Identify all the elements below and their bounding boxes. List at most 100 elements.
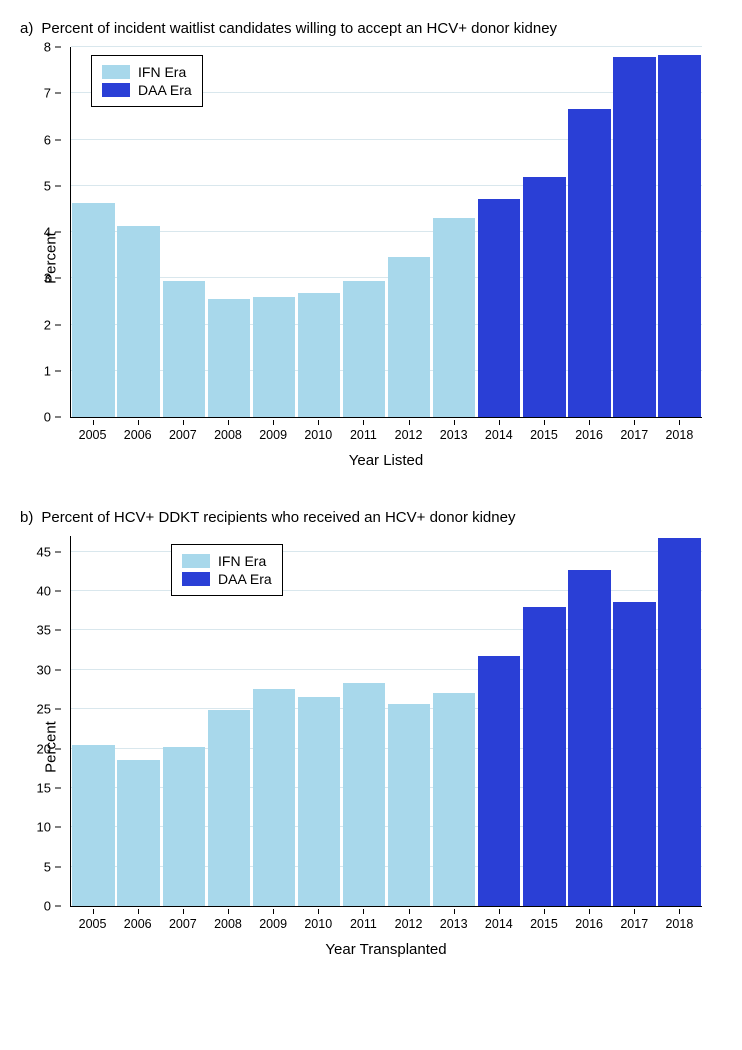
y-tick-label: 35 bbox=[37, 623, 51, 638]
bar bbox=[298, 697, 340, 906]
y-tick-label: 15 bbox=[37, 780, 51, 795]
y-tick-label: 0 bbox=[44, 410, 51, 425]
plot-area: 012345678IFN EraDAA Era bbox=[70, 47, 702, 418]
panel-title: b)Percent of HCV+ DDKT recipients who re… bbox=[20, 509, 722, 526]
bar-slot bbox=[387, 536, 432, 906]
x-tick: 2015 bbox=[521, 420, 566, 442]
x-tick: 2010 bbox=[296, 909, 341, 931]
x-tick: 2012 bbox=[386, 420, 431, 442]
chart-wrap: Percent012345678IFN EraDAA Era2005200620… bbox=[70, 47, 702, 469]
x-tick: 2017 bbox=[612, 420, 657, 442]
bar-slot bbox=[477, 47, 522, 417]
tick-mark bbox=[55, 630, 61, 631]
x-axis-label: Year Listed bbox=[70, 452, 702, 469]
panel-letter: b) bbox=[20, 509, 33, 526]
tick-mark bbox=[55, 185, 61, 186]
y-tick: 45 bbox=[37, 544, 61, 559]
tick-mark bbox=[55, 591, 61, 592]
bar bbox=[208, 710, 250, 906]
y-tick-label: 30 bbox=[37, 662, 51, 677]
y-tick: 1 bbox=[44, 363, 61, 378]
tick-mark bbox=[55, 709, 61, 710]
bar bbox=[478, 199, 520, 417]
bar bbox=[658, 538, 700, 906]
x-tick: 2005 bbox=[70, 420, 115, 442]
tick-mark bbox=[55, 139, 61, 140]
x-axis: 2005200620072008200920102011201220132014… bbox=[70, 420, 702, 442]
bar bbox=[613, 57, 655, 417]
y-tick-label: 40 bbox=[37, 584, 51, 599]
bar-slot bbox=[567, 47, 612, 417]
x-tick: 2012 bbox=[386, 909, 431, 931]
bar bbox=[568, 109, 610, 417]
bar bbox=[163, 281, 205, 417]
bar bbox=[523, 607, 565, 906]
bar bbox=[253, 689, 295, 906]
bar bbox=[163, 747, 205, 906]
bar-slot bbox=[612, 536, 657, 906]
legend-swatch bbox=[102, 83, 130, 97]
bar bbox=[117, 226, 159, 417]
x-tick: 2013 bbox=[431, 909, 476, 931]
y-tick-label: 2 bbox=[44, 317, 51, 332]
bar bbox=[433, 218, 475, 417]
y-tick: 0 bbox=[44, 899, 61, 914]
tick-mark bbox=[55, 827, 61, 828]
plot-area: 051015202530354045IFN EraDAA Era bbox=[70, 536, 702, 907]
legend-item: DAA Era bbox=[182, 571, 272, 587]
bar-slot bbox=[296, 47, 341, 417]
bar bbox=[253, 297, 295, 417]
tick-mark bbox=[55, 866, 61, 867]
tick-mark bbox=[55, 417, 61, 418]
x-tick: 2013 bbox=[431, 420, 476, 442]
legend-label: DAA Era bbox=[218, 571, 272, 587]
x-tick: 2007 bbox=[160, 909, 205, 931]
x-tick: 2016 bbox=[567, 909, 612, 931]
bar-slot bbox=[522, 47, 567, 417]
bar-slot bbox=[432, 536, 477, 906]
panel-title: a)Percent of incident waitlist candidate… bbox=[20, 20, 722, 37]
tick-mark bbox=[55, 669, 61, 670]
y-tick: 40 bbox=[37, 584, 61, 599]
bar bbox=[388, 704, 430, 906]
y-tick: 20 bbox=[37, 741, 61, 756]
x-tick: 2006 bbox=[115, 420, 160, 442]
bar-slot bbox=[71, 536, 116, 906]
x-tick: 2018 bbox=[657, 420, 702, 442]
y-tick: 25 bbox=[37, 702, 61, 717]
legend: IFN EraDAA Era bbox=[171, 544, 283, 596]
bar bbox=[613, 602, 655, 906]
bar-slot bbox=[341, 536, 386, 906]
legend-swatch bbox=[102, 65, 130, 79]
bar-slot bbox=[522, 536, 567, 906]
bar-slot bbox=[251, 47, 296, 417]
x-tick: 2007 bbox=[160, 420, 205, 442]
y-tick-label: 45 bbox=[37, 544, 51, 559]
bar-slot bbox=[116, 536, 161, 906]
legend-label: DAA Era bbox=[138, 82, 192, 98]
figure-root: a)Percent of incident waitlist candidate… bbox=[20, 20, 722, 958]
y-tick: 5 bbox=[44, 859, 61, 874]
x-tick: 2006 bbox=[115, 909, 160, 931]
bar-slot bbox=[612, 47, 657, 417]
y-tick: 7 bbox=[44, 86, 61, 101]
legend-swatch bbox=[182, 554, 210, 568]
bar-slot bbox=[657, 47, 702, 417]
bar bbox=[433, 693, 475, 906]
tick-mark bbox=[55, 787, 61, 788]
bar-slot bbox=[296, 536, 341, 906]
tick-mark bbox=[55, 906, 61, 907]
bar bbox=[72, 745, 114, 906]
bars-row bbox=[71, 536, 702, 906]
y-tick: 5 bbox=[44, 178, 61, 193]
bar bbox=[343, 683, 385, 906]
chart-panel: a)Percent of incident waitlist candidate… bbox=[20, 20, 722, 469]
y-tick-label: 7 bbox=[44, 86, 51, 101]
bar-slot bbox=[432, 47, 477, 417]
bar-slot bbox=[341, 47, 386, 417]
x-tick: 2017 bbox=[612, 909, 657, 931]
bar bbox=[478, 656, 520, 906]
bar-slot bbox=[477, 536, 522, 906]
y-tick-label: 0 bbox=[44, 899, 51, 914]
tick-mark bbox=[55, 93, 61, 94]
